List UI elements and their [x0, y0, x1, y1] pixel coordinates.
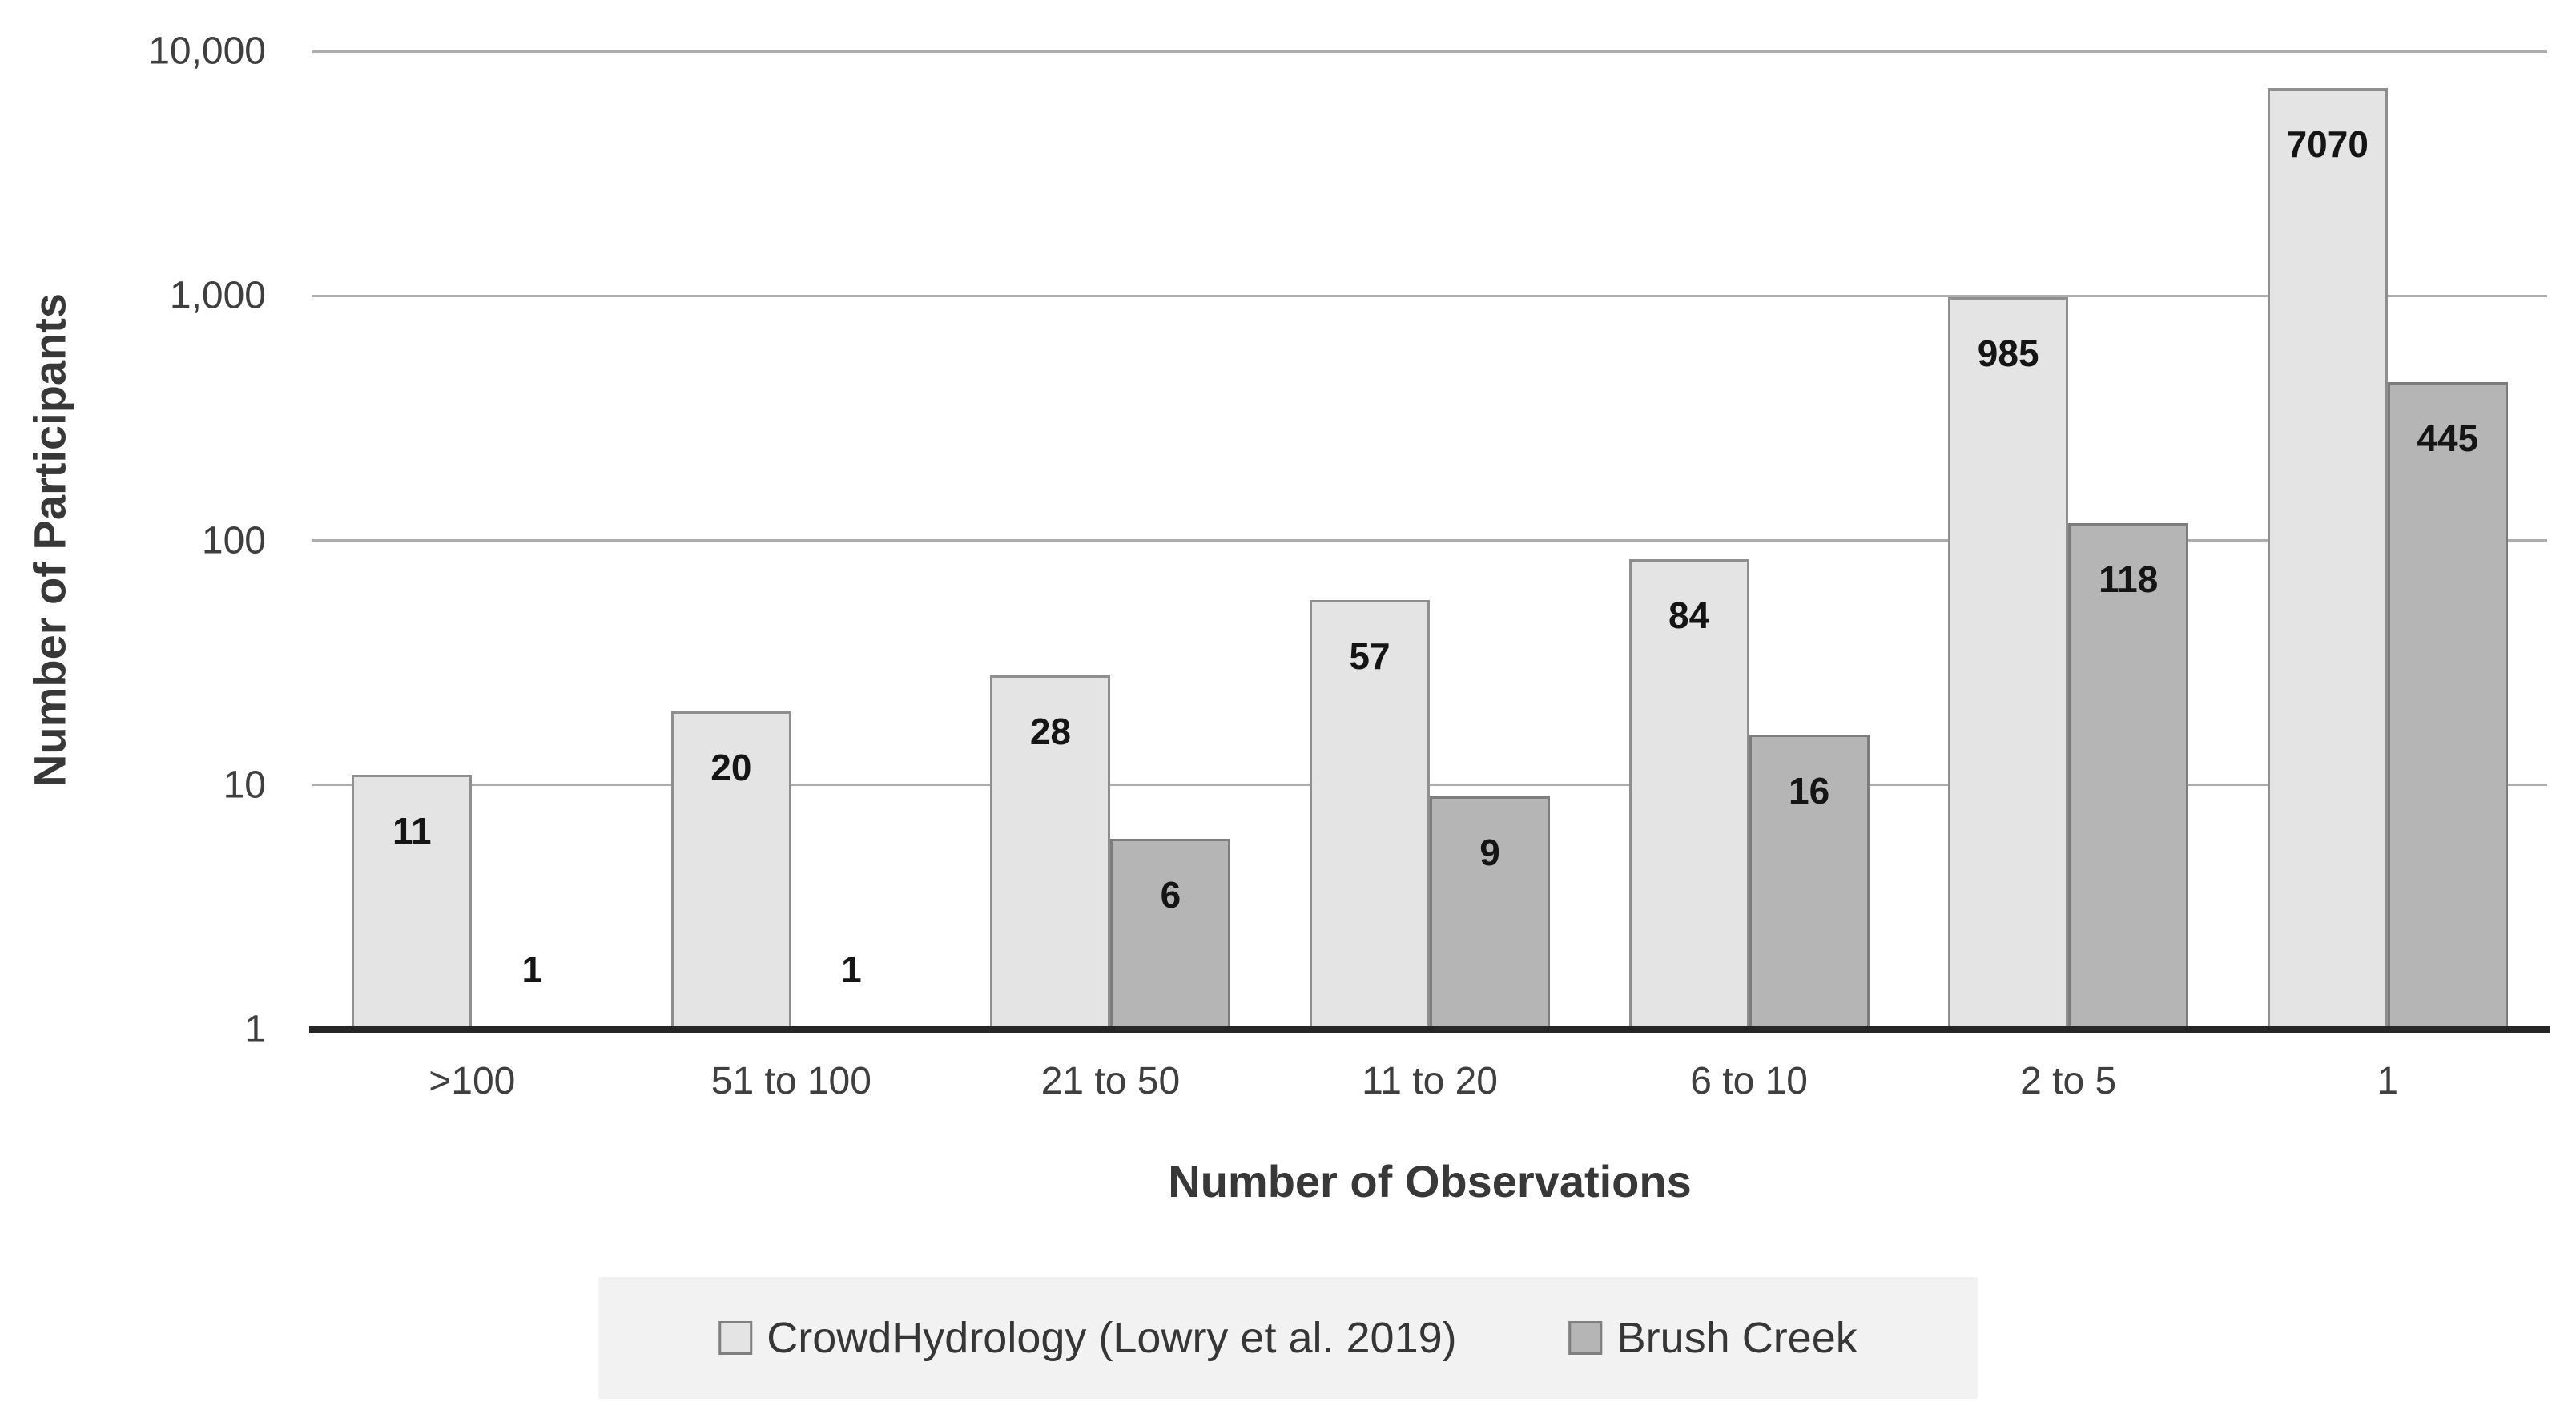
bar-group: 20 1 [632, 51, 952, 1029]
plot-area: 11 1 20 1 28 6 57 9 84 16 985 118 7070 445 [309, 50, 2550, 1033]
gridline [312, 539, 2547, 542]
legend-item-brush-creek: Brush Creek [1568, 1313, 1858, 1363]
legend-label-brush-creek: Brush Creek [1616, 1314, 1858, 1362]
gridline [312, 294, 2547, 297]
x-tick-label: 2 to 5 [2020, 1060, 2117, 1102]
crowdhydrology-bar [1628, 558, 1749, 1029]
crowdhydrology-bar [1310, 600, 1431, 1029]
legend: CrowdHydrology (Lowry et al. 2019) Brush… [598, 1277, 1978, 1399]
brush-creek-bar [1430, 796, 1551, 1029]
bar-value-label: 16 [1789, 770, 1830, 812]
bar-slot: 1 [472, 51, 592, 1029]
bar-value-label: 1 [521, 949, 543, 990]
bar-value-label: 28 [1029, 711, 1072, 753]
bar-value-label: 985 [1977, 332, 2039, 375]
brush-creek-bar [1749, 735, 1870, 1029]
y-tick-label: 100 [201, 519, 266, 562]
bar-slot: 9 [1430, 51, 1551, 1029]
y-axis-tick-labels: 10,000 1,000 100 10 1 [0, 30, 266, 1051]
x-tick-label: 21 to 50 [1040, 1060, 1181, 1102]
x-tick-label: 51 to 100 [710, 1060, 871, 1102]
bar-value-label: 6 [1160, 874, 1181, 917]
x-tick-label: >100 [429, 1060, 516, 1102]
bar-value-label: 7070 [2286, 123, 2369, 165]
y-tick-label: 10,000 [148, 30, 266, 73]
bar-slot: 118 [2068, 51, 2189, 1029]
bar-value-label: 9 [1479, 831, 1500, 873]
bar-slot: 57 [1310, 51, 1431, 1029]
bar-group: 57 9 [1270, 51, 1590, 1029]
bar-group: 985 118 [1909, 51, 2228, 1029]
brush-creek-bar [1110, 839, 1231, 1029]
x-tick-label: 6 to 10 [1690, 1060, 1808, 1102]
bar-slot: 6 [1110, 51, 1231, 1029]
brush-creek-bar [2387, 381, 2508, 1029]
crowdhydrology-bar [2267, 87, 2388, 1029]
brush-creek-swatch-icon [1568, 1321, 1603, 1355]
bar-slot: 20 [670, 51, 791, 1029]
bar-group: 11 1 [312, 51, 632, 1029]
bar-group: 84 16 [1589, 51, 1909, 1029]
bar-slot: 16 [1749, 51, 1870, 1029]
crowdhydrology-swatch-icon [718, 1321, 753, 1355]
legend-label-crowdhydrology: CrowdHydrology (Lowry et al. 2019) [767, 1314, 1457, 1362]
bar-slot: 1 [791, 51, 912, 1029]
legend-item-crowdhydrology: CrowdHydrology (Lowry et al. 2019) [718, 1313, 1457, 1363]
bar-group: 7070 445 [2228, 51, 2547, 1029]
bar-value-label: 11 [392, 810, 432, 852]
bar-slot: 7070 [2267, 51, 2388, 1029]
crowdhydrology-bar [1948, 297, 2069, 1029]
crowdhydrology-bar [990, 675, 1111, 1029]
bar-slot: 445 [2387, 51, 2508, 1029]
bar-value-label: 445 [2417, 417, 2479, 459]
bar-value-label: 84 [1668, 594, 1710, 636]
crowdhydrology-bar [352, 775, 473, 1029]
y-tick-label: 1 [244, 1008, 266, 1051]
bar-value-label: 20 [710, 746, 752, 788]
bar-slot: 11 [352, 51, 473, 1029]
x-axis-line [309, 1026, 2550, 1033]
bar-value-label: 1 [841, 949, 862, 990]
bar-groups: 11 1 20 1 28 6 57 9 84 16 985 118 7070 445 [312, 51, 2547, 1029]
bar-group: 28 6 [951, 51, 1270, 1029]
brush-creek-bar [2068, 522, 2189, 1029]
bar-value-label: 118 [2099, 558, 2159, 600]
y-tick-label: 1,000 [169, 274, 266, 317]
x-axis-title: Number of Observations [1168, 1156, 1692, 1207]
bar-value-label: 57 [1349, 635, 1391, 678]
bar-slot: 84 [1628, 51, 1749, 1029]
y-tick-label: 10 [223, 763, 266, 807]
gridline [312, 50, 2547, 53]
crowdhydrology-bar [670, 711, 791, 1029]
bar-slot: 985 [1948, 51, 2069, 1029]
x-tick-label: 1 [2377, 1060, 2399, 1102]
bar-slot: 28 [990, 51, 1111, 1029]
x-axis-tick-labels: >100 51 to 100 21 to 50 11 to 20 6 to 10 2 to… [312, 1059, 2547, 1103]
x-tick-label: 11 to 20 [1362, 1060, 1498, 1102]
